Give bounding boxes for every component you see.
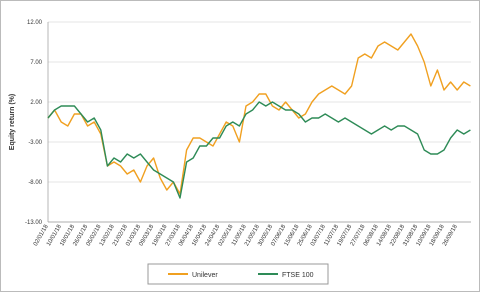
y-tick-label: 2.00 (30, 100, 42, 106)
legend-label: FTSE 100 (282, 272, 314, 279)
y-tick-label: -13.00 (25, 220, 43, 226)
series-line (47, 101, 471, 199)
y-tick-label: -3.00 (28, 140, 42, 146)
y-tick-label: -8.00 (28, 180, 42, 186)
y-tick-label: 12.00 (27, 20, 43, 26)
y-axis-label: Equity return (%) (9, 94, 16, 150)
legend-box (147, 263, 329, 285)
y-tick-label: 7.00 (30, 60, 42, 66)
legend-label: Unilever (192, 272, 218, 279)
series-line (47, 33, 471, 195)
